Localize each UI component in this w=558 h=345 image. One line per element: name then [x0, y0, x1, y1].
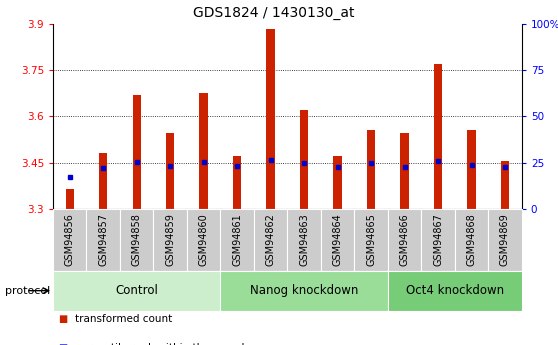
FancyBboxPatch shape	[455, 209, 488, 271]
Text: Nanog knockdown: Nanog knockdown	[250, 284, 358, 297]
FancyBboxPatch shape	[321, 209, 354, 271]
Text: GSM94859: GSM94859	[165, 213, 175, 266]
FancyBboxPatch shape	[187, 209, 220, 271]
Text: ■: ■	[59, 344, 68, 345]
Text: GSM94866: GSM94866	[400, 214, 410, 266]
FancyBboxPatch shape	[354, 209, 388, 271]
FancyBboxPatch shape	[220, 209, 254, 271]
Text: GSM94865: GSM94865	[366, 213, 376, 266]
Text: Oct4 knockdown: Oct4 knockdown	[406, 284, 504, 297]
FancyBboxPatch shape	[488, 209, 522, 271]
Text: GSM94868: GSM94868	[466, 214, 477, 266]
FancyBboxPatch shape	[287, 209, 321, 271]
Text: GSM94869: GSM94869	[500, 214, 510, 266]
Text: GSM94867: GSM94867	[433, 213, 443, 266]
Text: protocol: protocol	[5, 286, 50, 296]
Bar	[233, 156, 241, 209]
Text: GSM94861: GSM94861	[232, 214, 242, 266]
Bar	[367, 130, 375, 209]
Text: GSM94860: GSM94860	[199, 214, 209, 266]
Bar	[300, 110, 308, 209]
Text: Control: Control	[116, 284, 158, 297]
Bar	[501, 161, 509, 209]
Text: GSM94856: GSM94856	[65, 213, 75, 266]
Bar	[434, 64, 442, 209]
Text: percentile rank within the sample: percentile rank within the sample	[75, 344, 251, 345]
Text: GSM94862: GSM94862	[266, 213, 276, 266]
FancyBboxPatch shape	[153, 209, 187, 271]
FancyBboxPatch shape	[53, 271, 220, 310]
Text: GSM94863: GSM94863	[299, 214, 309, 266]
Text: transformed count: transformed count	[75, 314, 172, 324]
FancyBboxPatch shape	[120, 209, 153, 271]
FancyBboxPatch shape	[220, 271, 388, 310]
Bar	[99, 153, 107, 209]
Text: GSM94858: GSM94858	[132, 213, 142, 266]
Bar	[166, 134, 174, 209]
Bar	[333, 156, 341, 209]
FancyBboxPatch shape	[53, 209, 86, 271]
FancyBboxPatch shape	[86, 209, 120, 271]
Bar	[132, 95, 141, 209]
Title: GDS1824 / 1430130_at: GDS1824 / 1430130_at	[193, 6, 354, 20]
Bar	[66, 189, 74, 209]
FancyBboxPatch shape	[388, 271, 522, 310]
FancyBboxPatch shape	[254, 209, 287, 271]
Bar	[400, 134, 408, 209]
Bar	[468, 130, 475, 209]
Bar	[267, 29, 275, 209]
FancyBboxPatch shape	[388, 209, 421, 271]
FancyBboxPatch shape	[421, 209, 455, 271]
Text: GSM94864: GSM94864	[333, 214, 343, 266]
Text: ■: ■	[59, 314, 68, 324]
Text: GSM94857: GSM94857	[98, 213, 108, 266]
Bar	[200, 93, 208, 209]
